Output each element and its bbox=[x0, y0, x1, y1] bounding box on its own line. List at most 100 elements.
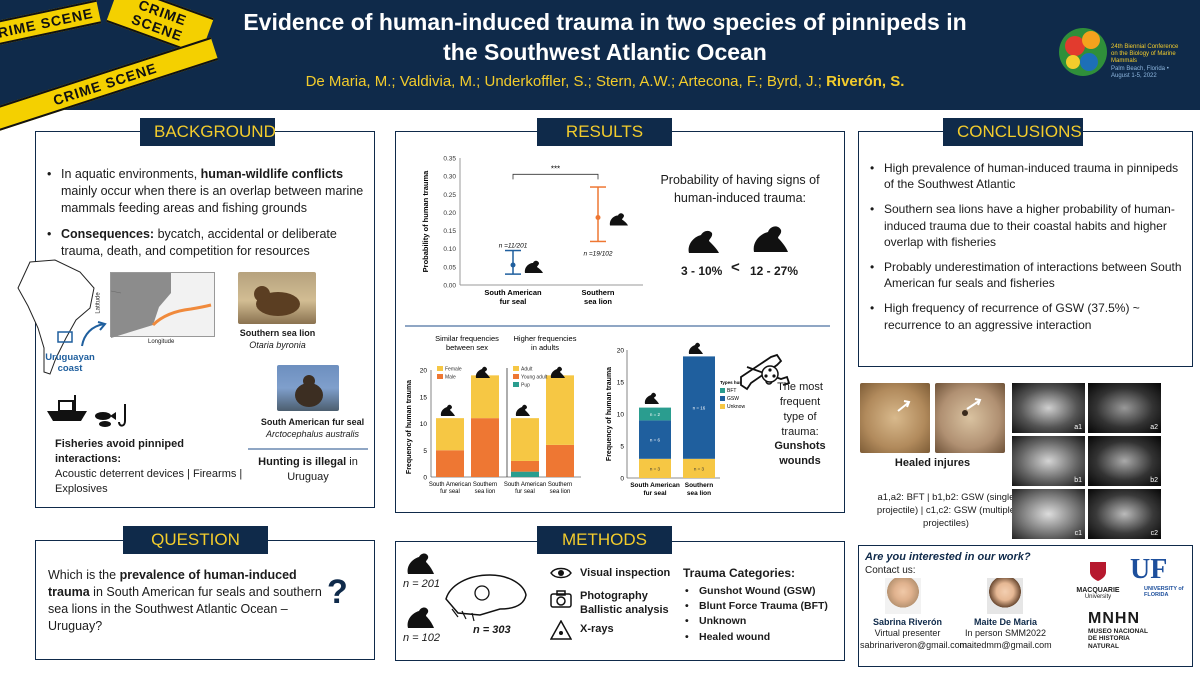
sexage-panel1-title: between sex bbox=[446, 343, 488, 352]
sexage-x-tick-label: Southern bbox=[473, 482, 497, 488]
avatar-maite bbox=[987, 578, 1023, 614]
fur-seal-latin-name: Arctocephalus australis bbox=[265, 429, 360, 439]
fur-seal-photo bbox=[277, 365, 339, 411]
poster-title: Evidence of human-induced trauma in two … bbox=[205, 8, 1005, 68]
xray-grid: a1 a2 b1 b2 c1 c2 bbox=[1012, 383, 1162, 540]
prob-x-tick-label: fur seal bbox=[500, 297, 527, 305]
age-legend-swatch bbox=[513, 374, 519, 379]
map-axis-y-label: Latitude bbox=[95, 292, 102, 314]
age-bar-young-adult bbox=[546, 444, 574, 477]
age-bar-adult bbox=[546, 375, 574, 445]
sexage-panel2-title: in adults bbox=[531, 343, 559, 352]
sea-lion-latin-name: Otaria byronia bbox=[249, 340, 306, 350]
sexage-fur-seal-icon bbox=[440, 404, 455, 416]
prob-y-tick-label: 0.15 bbox=[443, 228, 456, 235]
camera-icon bbox=[550, 590, 572, 608]
sea-lion-common-name: Southern sea lion bbox=[239, 328, 316, 338]
type-x-tick-label: Southern bbox=[685, 482, 714, 489]
fish-icon bbox=[95, 412, 116, 427]
conclusion-2: Southern sea lions have a higher probabi… bbox=[868, 201, 1183, 250]
xray-a2: a2 bbox=[1088, 383, 1161, 433]
sex-legend-label: Female bbox=[445, 367, 462, 373]
map-label: Uruguayan coast bbox=[45, 352, 95, 374]
background-heading: BACKGROUND bbox=[140, 118, 276, 146]
xray-b2: b2 bbox=[1088, 436, 1161, 486]
sexage-y-tick-label: 0 bbox=[423, 475, 427, 482]
prob-y-tick-label: 0.25 bbox=[443, 192, 456, 199]
type-legend-label: GSW bbox=[727, 396, 739, 402]
sexage-x-tick-label: fur seal bbox=[515, 489, 535, 495]
probability-chart: 0.00 0.05 0.10 0.15 0.20 0.25 0.30 0.35 Probabil… bbox=[421, 156, 643, 305]
age-legend-label: Young adult bbox=[521, 375, 548, 381]
prob-x-tick-label: Southern bbox=[582, 288, 615, 297]
map-axis-x-label: Longitude bbox=[148, 339, 175, 345]
category-healed: Healed wound bbox=[683, 630, 838, 644]
type-y-tick-label: 0 bbox=[620, 476, 624, 483]
prob-y-tick-label: 0.00 bbox=[443, 283, 456, 290]
trauma-categories-title: Trauma Categories: bbox=[683, 566, 796, 580]
hunting-divider bbox=[248, 448, 368, 450]
trauma-type-chart: 0 5 10 15 20 Frequency of human trauma n = 3 n … bbox=[606, 342, 745, 497]
uruguay-map bbox=[110, 272, 215, 338]
poster-header: CRIME SCENE CRIME SCENE CRIME SCENE Evid… bbox=[0, 0, 1200, 131]
prob-sea-lion-icon bbox=[609, 213, 628, 226]
less-than-sign: < bbox=[731, 259, 740, 276]
contact-email-maite[interactable]: maitedmm@gmail.com bbox=[959, 639, 1052, 650]
question-heading: QUESTION bbox=[123, 526, 268, 554]
prob-x-tick-label: sea lion bbox=[584, 297, 612, 305]
type-y-tick-label: 20 bbox=[617, 348, 625, 355]
type-legend-swatch bbox=[720, 396, 725, 401]
contact-question: Are you interested in our work? bbox=[865, 551, 1031, 563]
age-bar-pup bbox=[511, 471, 539, 477]
author-list: De Maria, M.; Valdivia, M.; Underkoffler… bbox=[205, 73, 1005, 90]
results-divider bbox=[405, 325, 830, 327]
prob-n-lion: n =19/102 bbox=[583, 250, 612, 257]
sexage-x-tick-label: South American bbox=[504, 482, 546, 488]
age-legend-swatch bbox=[513, 366, 519, 371]
question-text: Which is the prevalence of human-induced… bbox=[48, 568, 322, 633]
sex-bar-female bbox=[436, 418, 464, 451]
contact-email-sabrina[interactable]: sabrinariveron@gmail.com bbox=[860, 639, 968, 650]
crime-scene-tape-3: CRIME SCENE bbox=[0, 37, 219, 131]
prob-x-tick-label: South American bbox=[484, 288, 542, 297]
sea-lion-silhouette-icon bbox=[753, 226, 788, 252]
type-sea-lion-icon bbox=[688, 342, 703, 354]
sea-lion-photo bbox=[238, 272, 316, 324]
type-x-tick-label: South American bbox=[630, 482, 680, 489]
methods-n1: n = 201 bbox=[403, 578, 441, 590]
sex-bar-male bbox=[471, 418, 499, 477]
results-section bbox=[395, 131, 845, 513]
sex-legend-label: Male bbox=[445, 375, 456, 381]
type-x-tick-label: sea lion bbox=[687, 490, 711, 497]
category-unknown: Unknown bbox=[683, 614, 838, 628]
fur-seal-silhouette-icon bbox=[688, 230, 719, 253]
avatar-sabrina bbox=[885, 578, 921, 614]
prob-n-fur: n =11/201 bbox=[499, 243, 528, 250]
type-bar-label: n = 3 bbox=[650, 466, 661, 471]
conclusion-3: Probably underestimation of interactions… bbox=[868, 259, 1183, 291]
type-bar-gsw bbox=[639, 420, 671, 459]
xray-c2: c2 bbox=[1088, 489, 1161, 539]
prob-point bbox=[595, 215, 601, 221]
contact-person-2: Maite De Maria In person SMM2022 maitedm… bbox=[959, 617, 1052, 650]
prob-fur-seal-icon bbox=[524, 260, 543, 274]
map-arrow-icon bbox=[81, 321, 107, 347]
methods-n2: n = 102 bbox=[403, 632, 441, 644]
type-bar-unknown bbox=[683, 458, 715, 478]
sexage-panel2-title: Higher frequencies bbox=[514, 334, 577, 343]
sexage-y-axis-label: Frequency of human trauma bbox=[406, 380, 413, 474]
type-bar-label: n = 3 bbox=[694, 466, 705, 471]
title-line-1: Evidence of human-induced trauma in two … bbox=[243, 9, 967, 35]
sexage-x-tick-label: fur seal bbox=[440, 489, 460, 495]
type-legend-swatch bbox=[720, 388, 725, 393]
age-sea-lion-icon bbox=[550, 366, 565, 378]
type-bar-bft bbox=[639, 407, 671, 421]
sex-age-chart: 0 5 10 15 20 Frequency of human trauma Similar… bbox=[406, 334, 581, 495]
age-fur-seal-icon bbox=[515, 404, 530, 416]
sex-bar-female bbox=[471, 375, 499, 419]
age-legend-label: Adult bbox=[521, 367, 533, 373]
prob-y-tick-label: 0.20 bbox=[443, 210, 456, 217]
range-high: 12 - 27% bbox=[750, 264, 799, 278]
method-photography: Photography Ballistic analysis bbox=[580, 590, 669, 617]
type-y-tick-label: 15 bbox=[617, 380, 625, 387]
